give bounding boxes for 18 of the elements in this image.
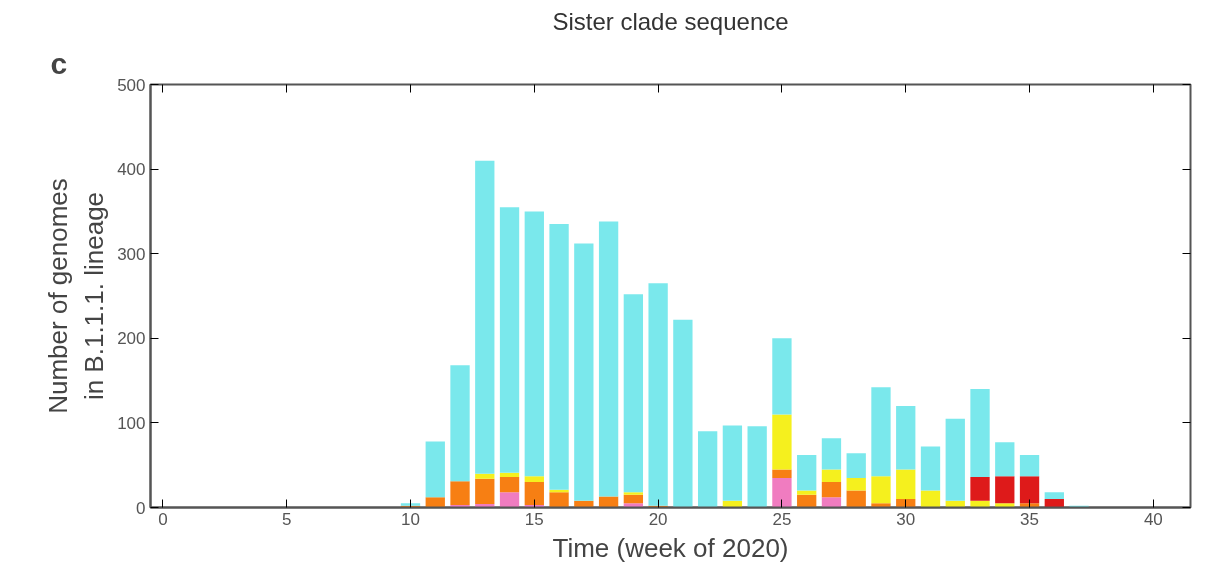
x-tick-label: 15	[524, 509, 544, 529]
y-axis-title: Number of genomes in B.1.1.1. lineage	[43, 178, 110, 414]
y-tick-label: 400	[117, 160, 146, 180]
x-tick-label: 0	[158, 509, 168, 529]
x-tick-label: 35	[1020, 509, 1040, 529]
x-axis-title: Time (week of 2020)	[552, 532, 789, 563]
x-tick-label: 20	[648, 509, 668, 529]
y-tick-label: 100	[117, 413, 146, 433]
x-tick-label: 40	[1143, 509, 1163, 529]
chart-title: Sister clade sequence	[552, 7, 789, 35]
text: c	[50, 46, 68, 80]
y-tick-label: 300	[117, 244, 146, 264]
y-tick-label: 500	[117, 75, 146, 95]
y-tick-label: 200	[117, 329, 146, 349]
x-tick-label: 25	[772, 509, 792, 529]
x-tick-label: 10	[401, 509, 420, 529]
x-tick-label: 30	[896, 509, 916, 529]
x-tick-label: 5	[281, 509, 292, 529]
